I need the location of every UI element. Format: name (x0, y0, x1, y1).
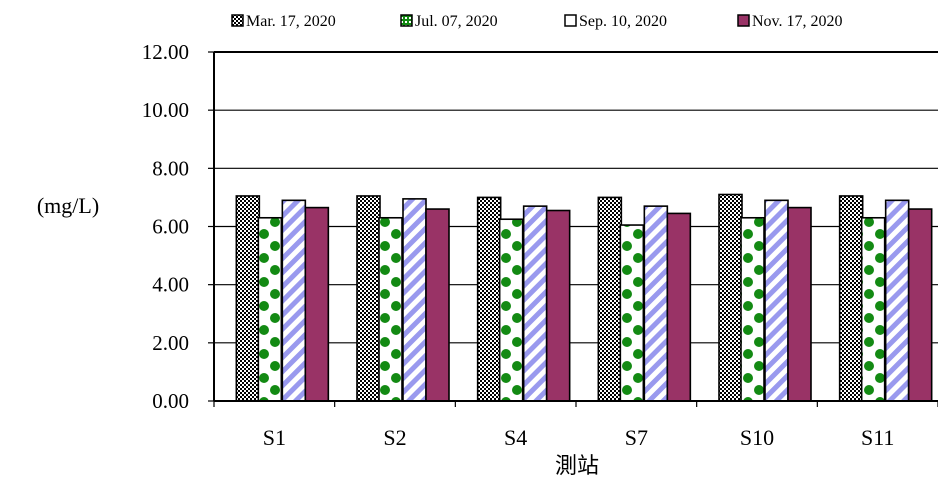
y-tick-label: 12.00 (142, 40, 189, 64)
y-tick-label: 4.00 (152, 273, 189, 297)
bar-s4-series-3 (522, 205, 548, 402)
x-tick-label: S2 (383, 425, 406, 450)
x-tick-label: S10 (740, 425, 774, 450)
bar-s2-series-3 (402, 198, 427, 402)
legend-entry: Sep. 10, 2020 (579, 13, 667, 30)
x-tick-label: S4 (504, 425, 527, 450)
bar-s2-series-1 (356, 195, 381, 402)
legend-entry: Jul. 07, 2020 (415, 13, 498, 30)
legend-swatch (737, 14, 750, 27)
bar-s10-series-1 (718, 193, 743, 402)
bar-s10-series-3 (764, 199, 789, 402)
bar-s7-series-2 (619, 224, 645, 402)
bar-s11-series-1 (838, 195, 864, 402)
bar-s2-series-2 (378, 216, 403, 402)
bar-s2-series-4 (425, 208, 450, 402)
bar-s11-series-3 (884, 199, 910, 402)
x-axis-label: 測站 (555, 454, 599, 479)
legend-swatch (231, 14, 244, 27)
bar-s10-series-2 (740, 216, 765, 402)
y-tick-label: 10.00 (142, 98, 189, 122)
y-tick-label: 0.00 (152, 389, 189, 413)
legend-swatch (400, 14, 413, 27)
y-tick-label: 8.00 (152, 156, 189, 180)
y-axis-label: (mg/L) (37, 193, 99, 218)
bar-s4-series-2 (498, 218, 524, 402)
gridlines (214, 109, 938, 344)
bar-s1-series-2 (257, 216, 283, 402)
bar-s7-series-3 (643, 205, 669, 402)
bar-s1-series-1 (235, 195, 261, 402)
legend-entry: Nov. 17, 2020 (752, 13, 843, 30)
bar-s10-series-4 (787, 206, 812, 402)
y-tick-label: 2.00 (152, 331, 189, 355)
legend-swatch (564, 14, 577, 27)
y-axis-ticks: 0.00 2.00 4.00 6.00 8.00 10.00 12.00 (142, 40, 214, 413)
bar-s4-series-1 (476, 196, 502, 402)
x-axis-ticks: S1 S2 S4 S7 S10 S11 (213, 401, 938, 450)
x-tick-label: S11 (861, 425, 894, 450)
legend-entry: Mar. 17, 2020 (246, 13, 336, 30)
bar-s11-series-4 (907, 208, 933, 402)
x-tick-label: S7 (625, 425, 648, 450)
bar-s7-series-4 (666, 212, 692, 402)
bar-s11-series-2 (860, 216, 886, 402)
x-tick-label: S1 (263, 425, 286, 450)
bar-s1-series-4 (304, 206, 330, 402)
bar-s1-series-3 (281, 199, 307, 402)
y-tick-label: 6.00 (152, 215, 189, 239)
legend: Mar. 17, 2020 Jul. 07, 2020 Sep. 10, 2020 N… (231, 13, 843, 30)
bar-s7-series-1 (597, 196, 623, 402)
bar-s4-series-4 (545, 209, 571, 402)
